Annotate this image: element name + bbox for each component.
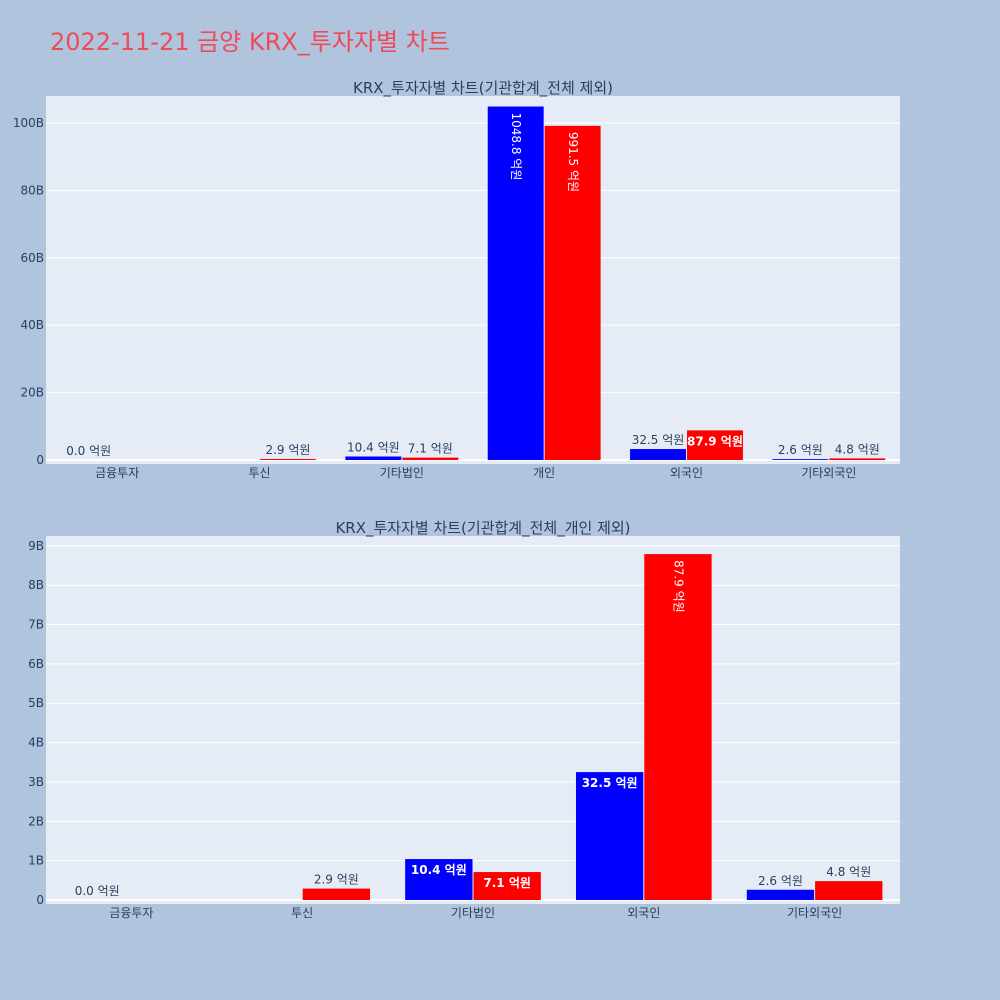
data-label: 7.1 억원 [483,876,531,890]
bar [487,106,544,460]
y-tick-label: 6B [28,657,44,671]
bar [345,456,402,460]
data-label: 2.6 억원 [758,874,803,888]
x-tick-label: 금융투자 [109,906,153,920]
x-tick-label: 기타법인 [451,906,495,920]
data-label: 0.0 억원 [75,884,120,898]
data-label: 32.5 억원 [582,776,638,790]
data-label: 87.9 억원 [687,434,743,448]
x-tick-label: 외국인 [670,466,703,480]
bar [402,457,459,460]
data-label: 4.8 억원 [826,865,871,879]
bar [829,458,886,460]
bar [544,125,601,461]
y-tick-label: 2B [28,814,44,828]
bar [473,872,541,900]
y-tick-label: 7B [28,618,44,632]
bar [260,459,316,460]
y-tick-label: 80B [20,183,44,197]
bar [772,459,829,460]
data-label: 2.9 억원 [265,443,310,457]
data-label: 0.0 억원 [66,444,111,458]
bar [746,889,815,900]
data-label: 10.4 억원 [411,863,467,877]
y-tick-label: 1B [28,854,44,868]
x-tick-label: 금융투자 [95,466,139,480]
y-tick-label: 4B [28,736,44,750]
x-tick-label: 기타법인 [380,466,424,480]
x-tick-label: 기타외국인 [801,466,856,480]
chart-all-investors: KRX_투자자별 차트(기관합계_전체 제외) 0 20B 40B 60B 80B 100B… [13,79,900,480]
y-tick-label: 20B [20,386,44,400]
y-tick-label: 100B [13,116,44,130]
data-label: 32.5 억원 [632,433,685,447]
bar [302,888,371,900]
data-label: 2.6 억원 [778,443,823,457]
y-tick-label: 5B [28,696,44,710]
y-tick-label: 8B [28,578,44,592]
bar [687,430,743,460]
data-label: 2.9 억원 [314,873,359,887]
y-tick-label: 9B [28,539,44,553]
x-tick-label: 투신 [291,906,313,920]
bar [815,881,883,900]
data-label: 1048.8 억원 [509,113,523,181]
chart-subtitle: KRX_투자자별 차트(기관합계_전체_개인 제외) [335,519,630,538]
x-tick-label: 투신 [248,466,270,480]
x-tick-label: 기타외국인 [787,906,842,920]
data-label: 4.8 억원 [835,442,880,456]
data-label: 7.1 억원 [408,442,453,456]
plot-area [46,96,900,464]
chart-subtitle: KRX_투자자별 차트(기관합계_전체 제외) [353,79,613,98]
bar [575,772,644,900]
page-title: 2022-11-21 금양 KRX_투자자별 차트 [50,28,450,56]
y-tick-label: 60B [20,251,44,265]
y-tick-label: 0 [36,893,44,907]
data-label: 991.5 억원 [566,132,580,192]
data-label: 87.9 억원 [671,560,685,613]
y-tick-label: 3B [28,775,44,789]
plot-area [46,536,900,904]
y-tick-label: 40B [20,318,44,332]
data-label: 10.4 억원 [347,440,400,454]
bar [630,449,686,460]
bar [644,554,712,900]
x-tick-label: 개인 [533,466,555,480]
y-tick-label: 0 [36,453,44,467]
x-tick-label: 외국인 [627,906,660,920]
bar [405,859,473,900]
chart-excluding-individuals: KRX_투자자별 차트(기관합계_전체_개인 제외) 0 1B 2B 3B 4B 5B 6B 7… [28,519,900,920]
